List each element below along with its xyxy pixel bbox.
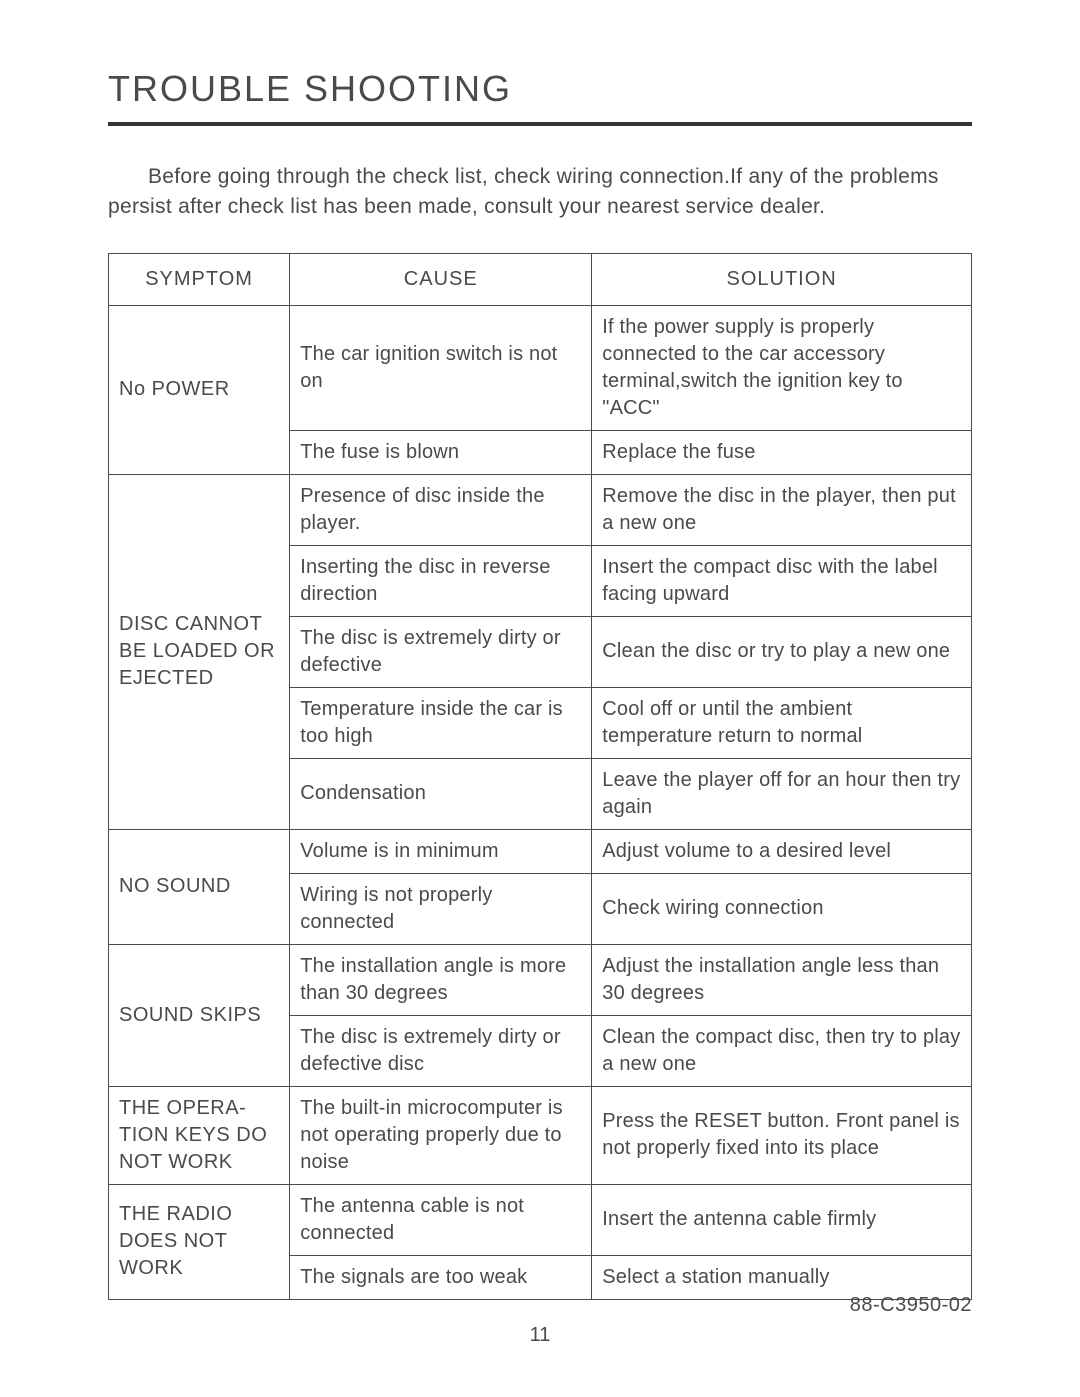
symptom-cell: SOUND SKIPS	[109, 944, 290, 1086]
solution-cell: Press the RESET button. Front panel is n…	[592, 1086, 972, 1184]
table-row: NO SOUNDVolume is in minimumAdjust volum…	[109, 829, 972, 873]
page-number: 11	[0, 1324, 1080, 1347]
header-cause: CAUSE	[290, 253, 592, 305]
table-row: No POWERThe car ignition switch is not o…	[109, 305, 972, 430]
symptom-cell: THE OPERA-TION KEYS DO NOT WORK	[109, 1086, 290, 1184]
solution-cell: Remove the disc in the player, then put …	[592, 474, 972, 545]
table-body: No POWERThe car ignition switch is not o…	[109, 305, 972, 1299]
intro-paragraph: Before going through the check list, che…	[108, 162, 972, 223]
solution-cell: Select a station manually	[592, 1255, 972, 1299]
solution-cell: Leave the player off for an hour then tr…	[592, 758, 972, 829]
solution-cell: Cool off or until the ambient temperatur…	[592, 687, 972, 758]
cause-cell: Presence of disc inside the player.	[290, 474, 592, 545]
troubleshooting-table: SYMPTOM CAUSE SOLUTION No POWERThe car i…	[108, 253, 972, 1300]
symptom-cell: No POWER	[109, 305, 290, 474]
cause-cell: The disc is extremely dirty or defective	[290, 616, 592, 687]
solution-cell: Insert the compact disc with the label f…	[592, 545, 972, 616]
solution-cell: Clean the disc or try to play a new one	[592, 616, 972, 687]
symptom-cell: NO SOUND	[109, 829, 290, 944]
symptom-cell: DISC CANNOT BE LOADED OR EJECTED	[109, 474, 290, 829]
solution-cell: Insert the antenna cable firmly	[592, 1184, 972, 1255]
table-row: THE OPERA-TION KEYS DO NOT WORKThe built…	[109, 1086, 972, 1184]
solution-cell: Clean the compact disc, then try to play…	[592, 1015, 972, 1086]
document-code: 88-C3950-02	[850, 1294, 972, 1317]
solution-cell: If the power supply is properly connecte…	[592, 305, 972, 430]
cause-cell: Wiring is not properly connected	[290, 873, 592, 944]
cause-cell: The fuse is blown	[290, 430, 592, 474]
solution-cell: Replace the fuse	[592, 430, 972, 474]
table-row: DISC CANNOT BE LOADED OR EJECTEDPresence…	[109, 474, 972, 545]
page-title: TROUBLE SHOOTING	[108, 68, 972, 126]
table-row: SOUND SKIPSThe installation angle is mor…	[109, 944, 972, 1015]
table-header-row: SYMPTOM CAUSE SOLUTION	[109, 253, 972, 305]
solution-cell: Adjust the installation angle less than …	[592, 944, 972, 1015]
cause-cell: The installation angle is more than 30 d…	[290, 944, 592, 1015]
cause-cell: The car ignition switch is not on	[290, 305, 592, 430]
cause-cell: Temperature inside the car is too high	[290, 687, 592, 758]
cause-cell: The antenna cable is not connected	[290, 1184, 592, 1255]
cause-cell: Inserting the disc in reverse direction	[290, 545, 592, 616]
header-solution: SOLUTION	[592, 253, 972, 305]
header-symptom: SYMPTOM	[109, 253, 290, 305]
cause-cell: The built-in microcomputer is not operat…	[290, 1086, 592, 1184]
cause-cell: The signals are too weak	[290, 1255, 592, 1299]
table-row: THE RADIO DOES NOT WORKThe antenna cable…	[109, 1184, 972, 1255]
cause-cell: Volume is in minimum	[290, 829, 592, 873]
solution-cell: Adjust volume to a desired level	[592, 829, 972, 873]
solution-cell: Check wiring connection	[592, 873, 972, 944]
symptom-cell: THE RADIO DOES NOT WORK	[109, 1184, 290, 1299]
cause-cell: The disc is extremely dirty or defective…	[290, 1015, 592, 1086]
cause-cell: Condensation	[290, 758, 592, 829]
